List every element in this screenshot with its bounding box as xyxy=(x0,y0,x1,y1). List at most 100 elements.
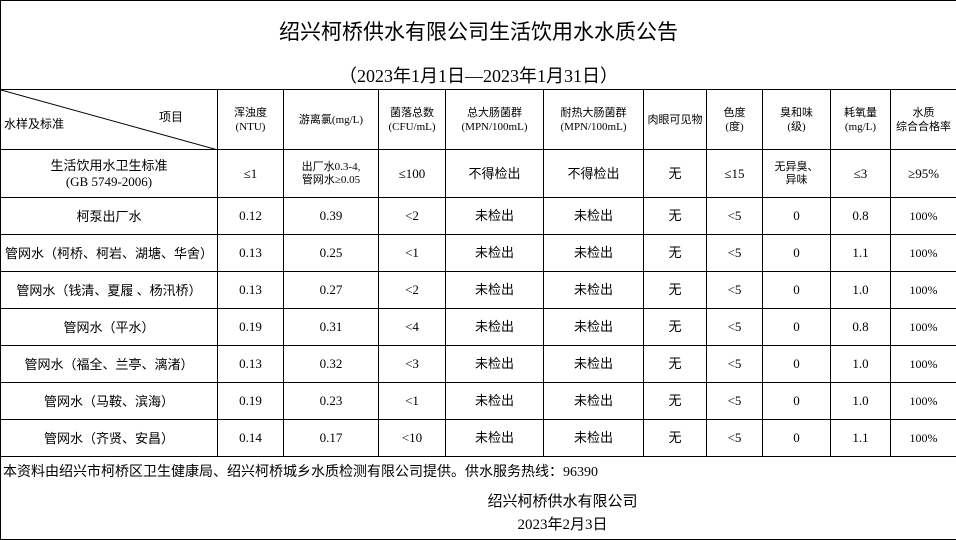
data-cell: 0.13 xyxy=(218,272,284,309)
standard-cell: ≥95% xyxy=(891,150,956,198)
data-cell: <1 xyxy=(379,383,446,420)
data-cell: 0.8 xyxy=(831,309,891,346)
data-cell: 100% xyxy=(891,198,956,235)
column-header: 菌落总数 (CFU/mL) xyxy=(379,90,446,150)
corner-left: 水样及标准 xyxy=(4,117,64,131)
data-cell: 0 xyxy=(763,235,831,272)
row-label: 管网水（柯桥、柯岩、湖塘、华舍） xyxy=(1,235,218,272)
data-cell: 未检出 xyxy=(446,198,544,235)
data-cell: 100% xyxy=(891,309,956,346)
data-cell: 0.19 xyxy=(218,309,284,346)
data-cell: 0.32 xyxy=(284,346,379,383)
data-cell: <5 xyxy=(707,272,763,309)
data-cell: 未检出 xyxy=(446,346,544,383)
row-label: 管网水（福全、兰亭、漓渚） xyxy=(1,346,218,383)
data-cell: 未检出 xyxy=(544,383,644,420)
title-cell: 绍兴柯桥供水有限公司生活饮用水水质公告 （2023年1月1日—2023年1月31… xyxy=(1,1,956,90)
data-cell: 0.13 xyxy=(218,235,284,272)
data-cell: 0.8 xyxy=(831,198,891,235)
subtitle: （2023年1月1日—2023年1月31日） xyxy=(3,63,954,89)
data-cell: 0.27 xyxy=(284,272,379,309)
data-cell: 0.14 xyxy=(218,420,284,457)
standard-cell: ≤100 xyxy=(379,150,446,198)
row-label: 管网水（平水） xyxy=(1,309,218,346)
data-cell: <5 xyxy=(707,309,763,346)
corner-right: 项目 xyxy=(159,110,183,124)
column-header: 色度 (度) xyxy=(707,90,763,150)
data-cell: 0 xyxy=(763,383,831,420)
data-cell: 未检出 xyxy=(544,272,644,309)
data-cell: 未检出 xyxy=(446,235,544,272)
data-cell: 无 xyxy=(644,272,707,309)
row-label: 管网水（钱清、夏履 、杨汛桥） xyxy=(1,272,218,309)
data-cell: 0.12 xyxy=(218,198,284,235)
data-cell: <3 xyxy=(379,346,446,383)
data-cell: 1.0 xyxy=(831,383,891,420)
page: 绍兴柯桥供水有限公司生活饮用水水质公告 （2023年1月1日—2023年1月31… xyxy=(0,0,956,521)
header-row: 水样及标准 项目 浑浊度 (NTU)游离氯(mg/L)菌落总数 (CFU/mL)… xyxy=(1,90,956,150)
data-cell: 100% xyxy=(891,346,956,383)
data-cell: 未检出 xyxy=(446,420,544,457)
row-label: 管网水（马鞍、滨海） xyxy=(1,383,218,420)
column-header: 水质 综合合格率 xyxy=(891,90,956,150)
date: 2023年2月3日 xyxy=(171,514,954,537)
title: 绍兴柯桥供水有限公司生活饮用水水质公告 xyxy=(3,17,954,47)
company: 绍兴柯桥供水有限公司 xyxy=(171,491,954,514)
row-label: 生活饮用水卫生标准 (GB 5749-2006) xyxy=(1,150,218,198)
data-cell: <5 xyxy=(707,198,763,235)
data-cell: 0 xyxy=(763,198,831,235)
data-cell: 0.31 xyxy=(284,309,379,346)
standard-cell: 出厂水0.3-4, 管网水≥0.05 xyxy=(284,150,379,198)
data-cell: 1.0 xyxy=(831,346,891,383)
row-label: 柯泵出厂水 xyxy=(1,198,218,235)
data-cell: 无 xyxy=(644,383,707,420)
column-header: 浑浊度 (NTU) xyxy=(218,90,284,150)
data-cell: 0.39 xyxy=(284,198,379,235)
data-cell: 无 xyxy=(644,420,707,457)
data-cell: 0.17 xyxy=(284,420,379,457)
data-cell: <10 xyxy=(379,420,446,457)
data-cell: 1.1 xyxy=(831,235,891,272)
data-cell: 0 xyxy=(763,420,831,457)
data-cell: 0 xyxy=(763,346,831,383)
data-cell: <5 xyxy=(707,235,763,272)
data-cell: 0 xyxy=(763,272,831,309)
data-cell: 无 xyxy=(644,309,707,346)
data-cell: 未检出 xyxy=(446,383,544,420)
data-cell: 100% xyxy=(891,420,956,457)
data-cell: <2 xyxy=(379,198,446,235)
column-header: 游离氯(mg/L) xyxy=(284,90,379,150)
standard-cell: ≤1 xyxy=(218,150,284,198)
standard-cell: 无 xyxy=(644,150,707,198)
column-header: 耗氧量 (mg/L) xyxy=(831,90,891,150)
data-cell: 未检出 xyxy=(446,309,544,346)
standard-cell: ≤3 xyxy=(831,150,891,198)
data-cell: 无 xyxy=(644,235,707,272)
note: 本资料由绍兴市柯桥区卫生健康局、绍兴柯桥城乡水质检测有限公司提供。供水服务热线：… xyxy=(1,457,956,489)
data-cell: 未检出 xyxy=(446,272,544,309)
data-cell: 0.13 xyxy=(218,346,284,383)
data-cell: 未检出 xyxy=(544,420,644,457)
data-cell: 100% xyxy=(891,272,956,309)
data-cell: <4 xyxy=(379,309,446,346)
data-cell: 无 xyxy=(644,346,707,383)
data-cell: 0.19 xyxy=(218,383,284,420)
column-header: 臭和味 (级) xyxy=(763,90,831,150)
data-cell: <5 xyxy=(707,420,763,457)
data-cell: 0.23 xyxy=(284,383,379,420)
data-cell: <2 xyxy=(379,272,446,309)
data-cell: 未检出 xyxy=(544,346,644,383)
data-cell: 未检出 xyxy=(544,235,644,272)
data-cell: 100% xyxy=(891,383,956,420)
data-cell: 0.25 xyxy=(284,235,379,272)
